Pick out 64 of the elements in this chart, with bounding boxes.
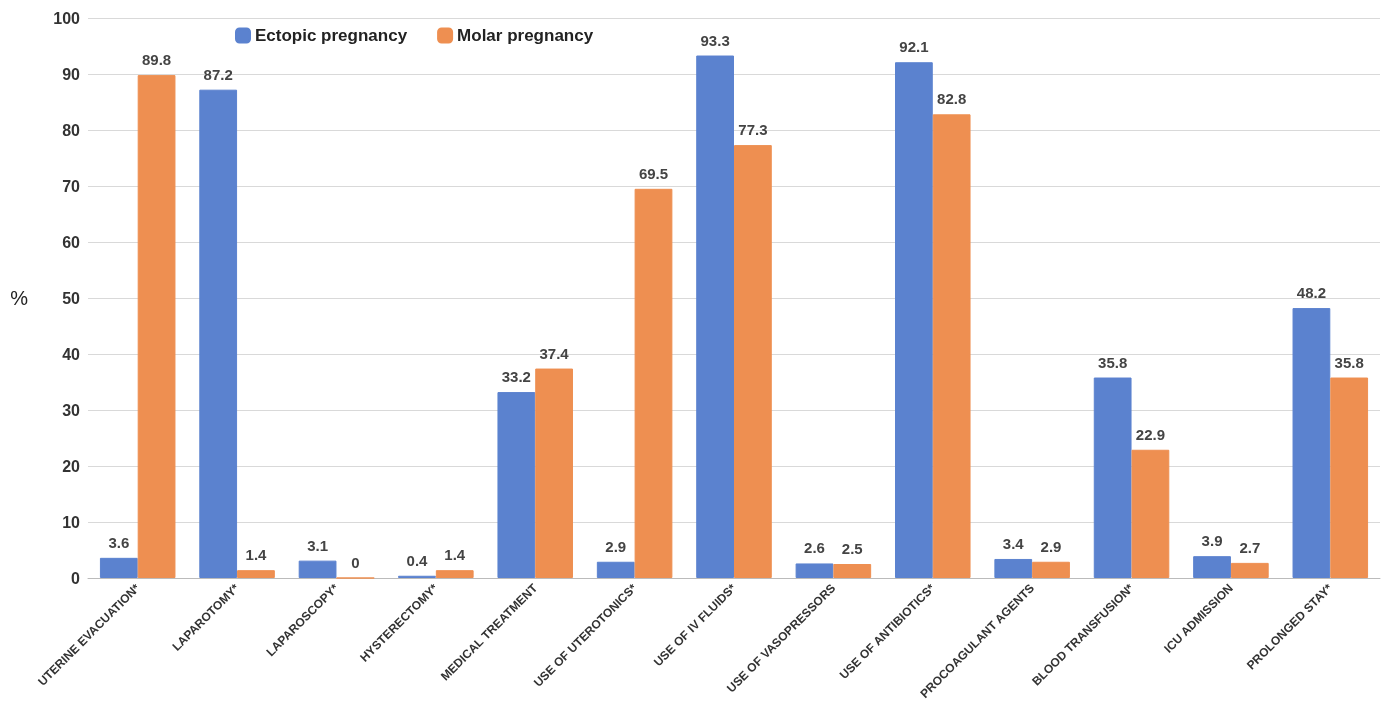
bar [435, 570, 474, 578]
bar [497, 392, 536, 578]
bar [1330, 377, 1369, 578]
data-label: 37.4 [539, 344, 570, 362]
bar [137, 75, 176, 578]
data-label: 2.7 [1239, 538, 1261, 556]
data-label: 35.8 [1334, 353, 1364, 371]
bar [1032, 561, 1070, 578]
bar [634, 188, 673, 578]
bar [298, 560, 337, 578]
legend-label: Ectopic pregnancy [255, 26, 408, 45]
data-label: 3.4 [1002, 534, 1025, 552]
data-label: 93.3 [700, 31, 730, 49]
bar [237, 570, 275, 578]
y-axis-title: % [10, 287, 29, 309]
bar [99, 557, 138, 578]
data-label: 33.2 [501, 368, 531, 386]
bar [596, 561, 635, 578]
bar [795, 563, 834, 578]
bar [1131, 449, 1170, 578]
data-label: 0 [351, 553, 360, 571]
data-label: 2.6 [804, 539, 825, 557]
data-label: 87.2 [203, 65, 233, 83]
data-label: 3.6 [108, 533, 130, 551]
data-label: 2.9 [1040, 537, 1062, 555]
y-tick-label: 90 [62, 65, 81, 83]
bar [535, 368, 573, 578]
data-label: 2.9 [605, 537, 627, 555]
data-label: 3.1 [307, 536, 329, 554]
y-tick-label: 0 [71, 569, 81, 587]
y-tick-label: 60 [62, 233, 81, 251]
data-label: 77.3 [738, 121, 768, 139]
bar [932, 114, 971, 578]
legend-label: Molar pregnancy [457, 26, 594, 45]
bar [734, 145, 772, 578]
bar [199, 89, 238, 578]
bar [1292, 308, 1331, 578]
bar [696, 55, 734, 578]
y-tick-label: 20 [62, 457, 81, 475]
y-tick-label: 100 [53, 9, 81, 27]
data-label: 1.4 [444, 546, 466, 564]
y-tick-label: 70 [62, 177, 81, 195]
bar [833, 564, 872, 578]
bar [895, 62, 933, 578]
bar [1230, 562, 1269, 578]
y-tick-label: 50 [62, 289, 81, 307]
bar [994, 558, 1033, 578]
data-label: 1.4 [245, 546, 268, 564]
data-label: 82.8 [937, 90, 967, 108]
bar [1093, 377, 1132, 578]
y-tick-label: 10 [62, 513, 81, 531]
y-tick-label: 80 [62, 121, 81, 139]
data-label: 2.5 [841, 540, 863, 557]
data-label: 22.9 [1135, 425, 1166, 443]
data-label: 89.8 [141, 51, 172, 69]
data-label: 35.8 [1098, 353, 1128, 371]
data-label: 92.1 [899, 38, 929, 56]
data-label: 0.4 [406, 551, 429, 569]
data-label: 48.2 [1296, 284, 1327, 302]
bar [1193, 556, 1231, 578]
data-label: 69.5 [638, 164, 669, 182]
y-tick-label: 30 [62, 401, 81, 419]
data-label: 3.9 [1201, 532, 1223, 550]
y-tick-label: 40 [62, 345, 81, 363]
